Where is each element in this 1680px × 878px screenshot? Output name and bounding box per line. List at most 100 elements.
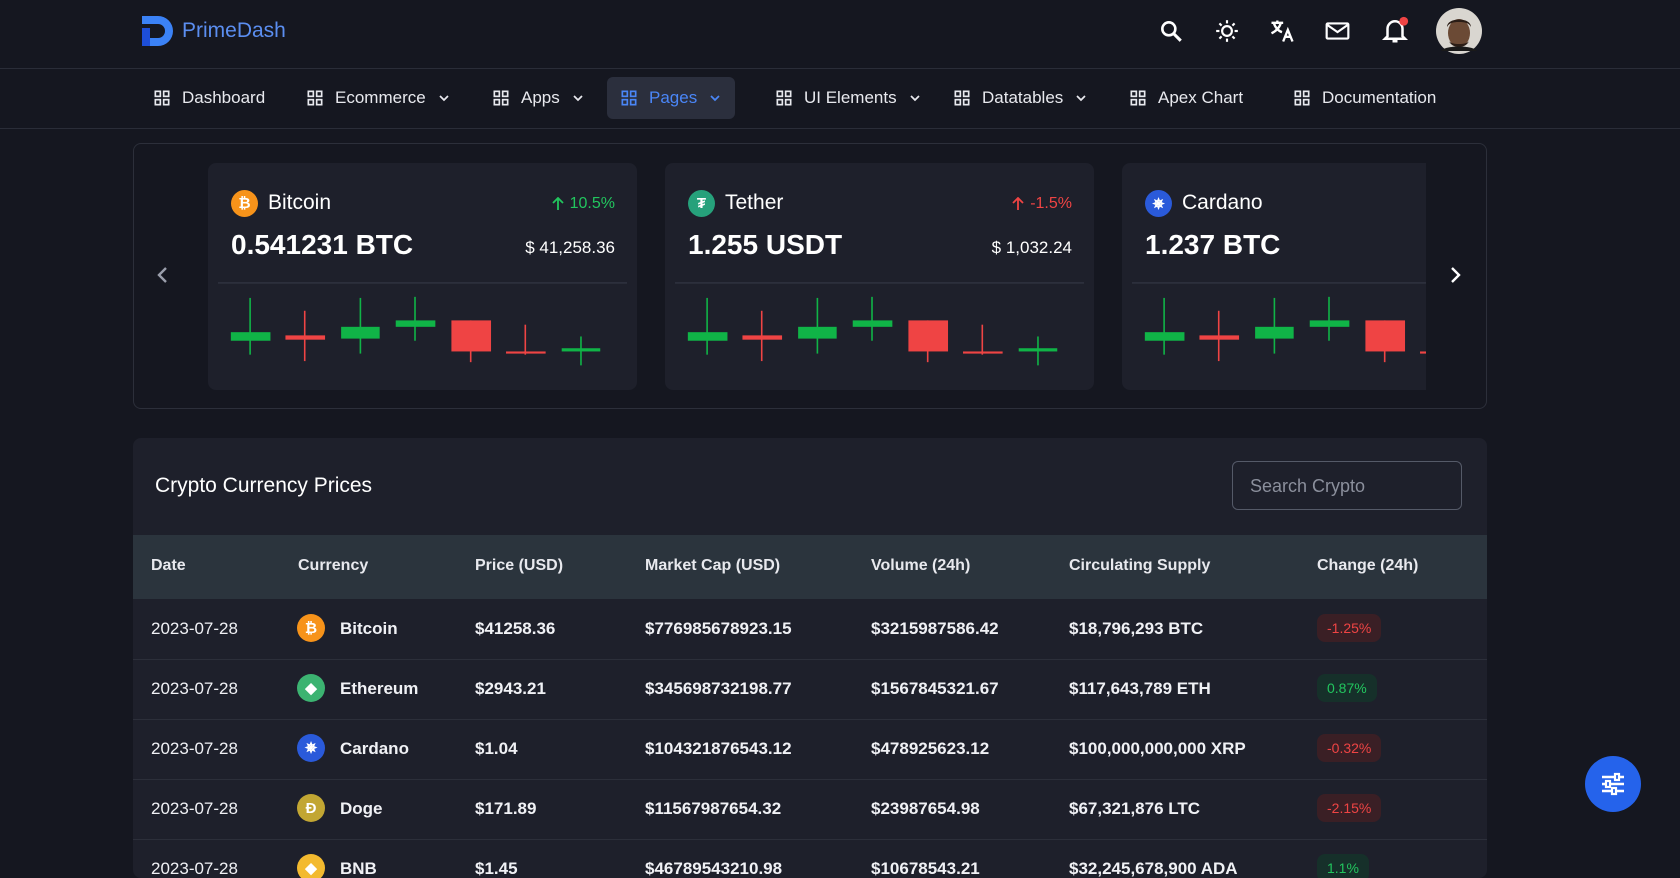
- table-row: 2023-07-28 ✵ Cardano $1.04 $104321876543.12 $…: [133, 719, 1487, 780]
- table-header: Date Currency Price (USD) Market Cap (USD) V…: [133, 535, 1487, 599]
- cell: $41258.36: [475, 619, 556, 638]
- nav-label[interactable]: Apps: [521, 88, 560, 107]
- coin-card: ✵ Cardano 1.237 BTC: [1122, 163, 1426, 390]
- cell: $1.04: [475, 739, 518, 758]
- cell: $23987654.98: [871, 799, 980, 818]
- nav-label[interactable]: Ecommerce: [335, 88, 426, 107]
- coin-change: -1.5%: [1012, 195, 1072, 213]
- coin-card: ₿ Bitcoin 10.5% 0.541231 BTC $ 41,258.36: [208, 163, 637, 390]
- nav-item[interactable]: Apps: [479, 77, 598, 119]
- coin-change: 10.5%: [551, 195, 615, 213]
- logo: [142, 16, 173, 46]
- table-row: 2023-07-28 ◆ Ethereum $2943.21 $345698732198…: [133, 659, 1487, 720]
- column-header: Currency: [298, 557, 369, 574]
- cell: $11567987654.32: [645, 799, 782, 818]
- carousel-prev[interactable]: [155, 265, 171, 285]
- column-header: Volume (24h): [871, 557, 971, 574]
- nav-item[interactable]: UI Elements: [762, 77, 935, 119]
- currency-name: Doge: [340, 799, 383, 818]
- change-arrow: [1012, 197, 1024, 210]
- currency-icon: ✵: [297, 734, 325, 762]
- coin-name: Cardano: [1182, 191, 1263, 214]
- cell: $776985678923.15: [645, 619, 792, 638]
- search-icon[interactable]: [1158, 18, 1184, 44]
- cell: $171.89: [475, 799, 537, 818]
- nav-icon: [154, 90, 170, 106]
- nav-chevron[interactable]: [707, 90, 723, 106]
- cell: 2023-07-28: [151, 739, 238, 758]
- cell: $100,000,000,000 XRP: [1069, 739, 1246, 758]
- theme-icon[interactable]: [1214, 18, 1240, 44]
- currency-name: Cardano: [340, 739, 409, 758]
- coin-name: Bitcoin: [268, 191, 332, 214]
- cell: 2023-07-28: [151, 619, 238, 638]
- top-bar: PrimeDash: [0, 0, 1680, 69]
- nav-label[interactable]: Datatables: [982, 88, 1064, 107]
- nav-label[interactable]: Pages: [649, 88, 698, 107]
- nav-item[interactable]: Ecommerce: [293, 77, 464, 119]
- column-header: Date: [151, 557, 186, 574]
- change-badge: -2.15%: [1317, 794, 1382, 822]
- currency-name: Ethereum: [340, 679, 419, 698]
- cell: $67,321,876 LTC: [1069, 799, 1201, 818]
- coin-usd: $ 1,032.24: [991, 238, 1072, 257]
- table-row: 2023-07-28 ₿ Bitcoin $41258.36 $776985678923…: [133, 599, 1487, 660]
- coin-card: ₮ Tether -1.5% 1.255 USDT $ 1,032.24: [665, 163, 1094, 390]
- translate-icon[interactable]: [1268, 17, 1296, 45]
- currency-icon: ◆: [297, 674, 325, 702]
- nav-icon: [493, 90, 509, 106]
- cell: $1567845321.67: [871, 679, 999, 698]
- nav-chevron[interactable]: [907, 90, 923, 106]
- nav-item[interactable]: Datatables: [940, 77, 1101, 119]
- mail-icon[interactable]: [1324, 18, 1351, 44]
- carousel-next[interactable]: [1447, 265, 1463, 285]
- column-header: Change (24h): [1317, 557, 1419, 574]
- settings-button[interactable]: [1585, 756, 1641, 812]
- cell: $104321876543.12: [645, 739, 792, 758]
- currency-icon: Ð: [297, 794, 325, 822]
- nav-chevron[interactable]: [1073, 90, 1089, 106]
- search-input[interactable]: Search Crypto: [1232, 461, 1462, 510]
- coin-icon: ₮: [688, 190, 715, 217]
- nav-bar: Dashboard Ecommerce Apps Pages UI Elements Da…: [0, 69, 1680, 129]
- cell: $18,796,293 BTC: [1069, 619, 1204, 638]
- currency-name: Bitcoin: [340, 619, 398, 638]
- column-header: Price (USD): [475, 557, 564, 574]
- coin-name: Tether: [725, 191, 784, 214]
- carousel: [133, 143, 1487, 409]
- cell: 2023-07-28: [151, 799, 238, 818]
- prices-card: Crypto Currency Prices Search Crypto Dat…: [133, 438, 1487, 878]
- brand[interactable]: PrimeDash: [182, 19, 286, 42]
- coin-amount: 1.237 BTC: [1145, 229, 1281, 260]
- change-value: -1.5%: [1030, 195, 1072, 212]
- nav-label[interactable]: Apex Chart: [1158, 88, 1244, 107]
- nav-label[interactable]: Dashboard: [182, 88, 266, 107]
- cell: $3215987586.42: [871, 619, 999, 638]
- nav-label[interactable]: UI Elements: [804, 88, 897, 107]
- table-row: 2023-07-28 Ð Doge $171.89 $11567987654.32 $23…: [133, 779, 1487, 840]
- nav-chevron[interactable]: [436, 90, 452, 106]
- change-badge: -0.32%: [1317, 734, 1382, 762]
- avatar[interactable]: [1435, 7, 1483, 55]
- coin-icon: ₿: [231, 190, 258, 217]
- nav-item[interactable]: Apex Chart: [1116, 77, 1255, 119]
- nav-item[interactable]: Documentation: [1280, 77, 1448, 119]
- nav-label[interactable]: Documentation: [1322, 88, 1437, 107]
- nav-chevron[interactable]: [570, 90, 586, 106]
- cell: $345698732198.77: [645, 679, 792, 698]
- currency-icon: ₿: [297, 614, 325, 642]
- change-badge: -1.25%: [1317, 614, 1382, 642]
- change-value: 10.5%: [569, 195, 615, 212]
- change-badge: 0.87%: [1317, 674, 1377, 702]
- nav-item[interactable]: Dashboard: [140, 77, 277, 119]
- nav-item[interactable]: Pages: [607, 77, 736, 119]
- change-badge: 1.1%: [1317, 854, 1369, 878]
- notification-icon[interactable]: [1380, 15, 1410, 45]
- table-title: Crypto Currency Prices: [155, 474, 373, 497]
- nav-icon: [307, 90, 323, 106]
- nav-icon: [1294, 90, 1310, 106]
- nav-icon: [954, 90, 970, 106]
- coin-amount: 1.255 USDT: [688, 229, 843, 260]
- coin-usd: $ 41,258.36: [525, 238, 615, 257]
